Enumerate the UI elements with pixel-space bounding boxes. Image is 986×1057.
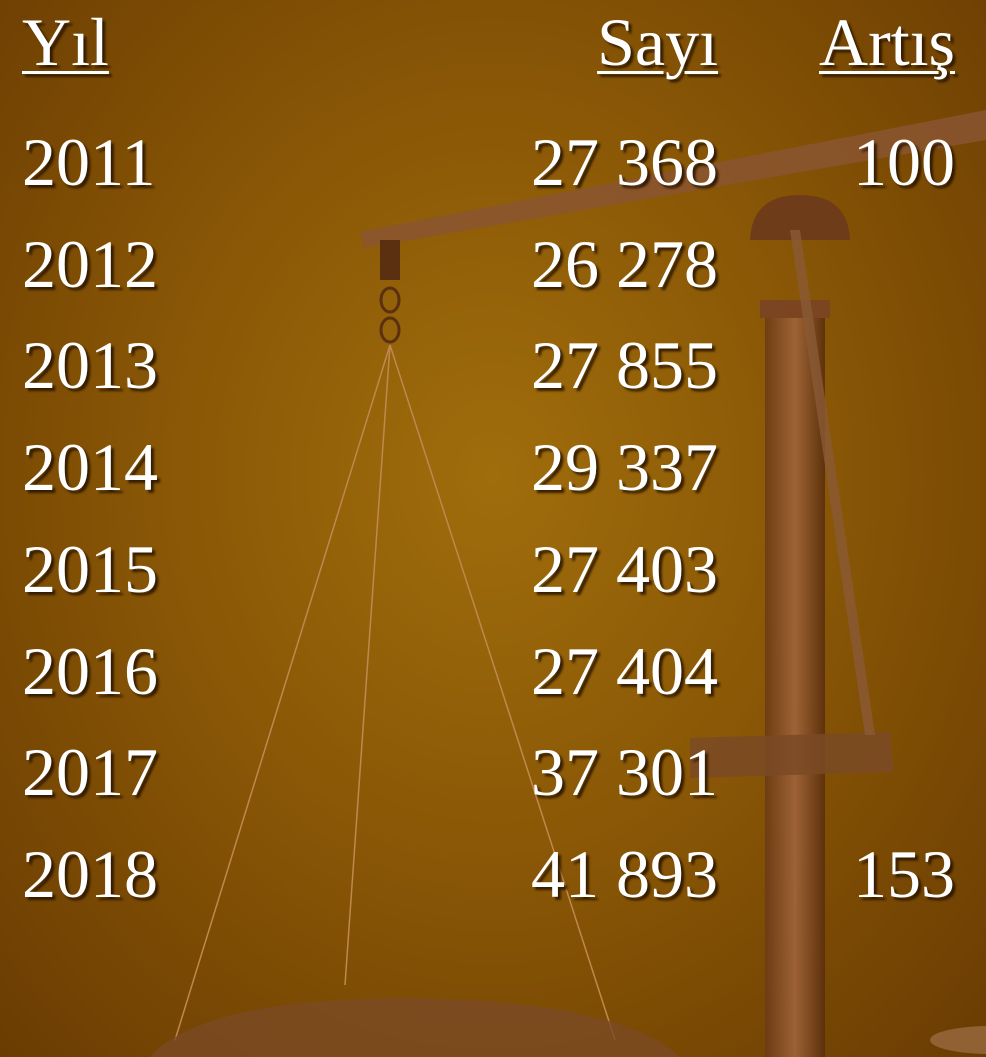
increase: 100 <box>853 128 955 196</box>
year: 2018 <box>22 840 158 908</box>
slide: Yıl Sayı Artış 2011 27 368 100 2012 26 278 2013 2… <box>0 0 986 1057</box>
year: 2015 <box>22 535 158 603</box>
header-increase: Artış <box>819 8 955 76</box>
increase: 153 <box>853 840 955 908</box>
year: 2011 <box>22 128 155 196</box>
count: 27 403 <box>531 535 718 603</box>
year: 2016 <box>22 637 158 705</box>
count: 41 893 <box>531 840 718 908</box>
count: 27 368 <box>531 128 718 196</box>
count: 27 404 <box>531 637 718 705</box>
header-count: Sayı <box>597 8 718 76</box>
year: 2013 <box>22 331 158 399</box>
count: 29 337 <box>531 433 718 501</box>
year: 2014 <box>22 433 158 501</box>
year: 2012 <box>22 230 158 298</box>
year: 2017 <box>22 738 158 806</box>
count: 27 855 <box>531 331 718 399</box>
header-year: Yıl <box>22 8 109 76</box>
count: 37 301 <box>531 738 718 806</box>
count: 26 278 <box>531 230 718 298</box>
